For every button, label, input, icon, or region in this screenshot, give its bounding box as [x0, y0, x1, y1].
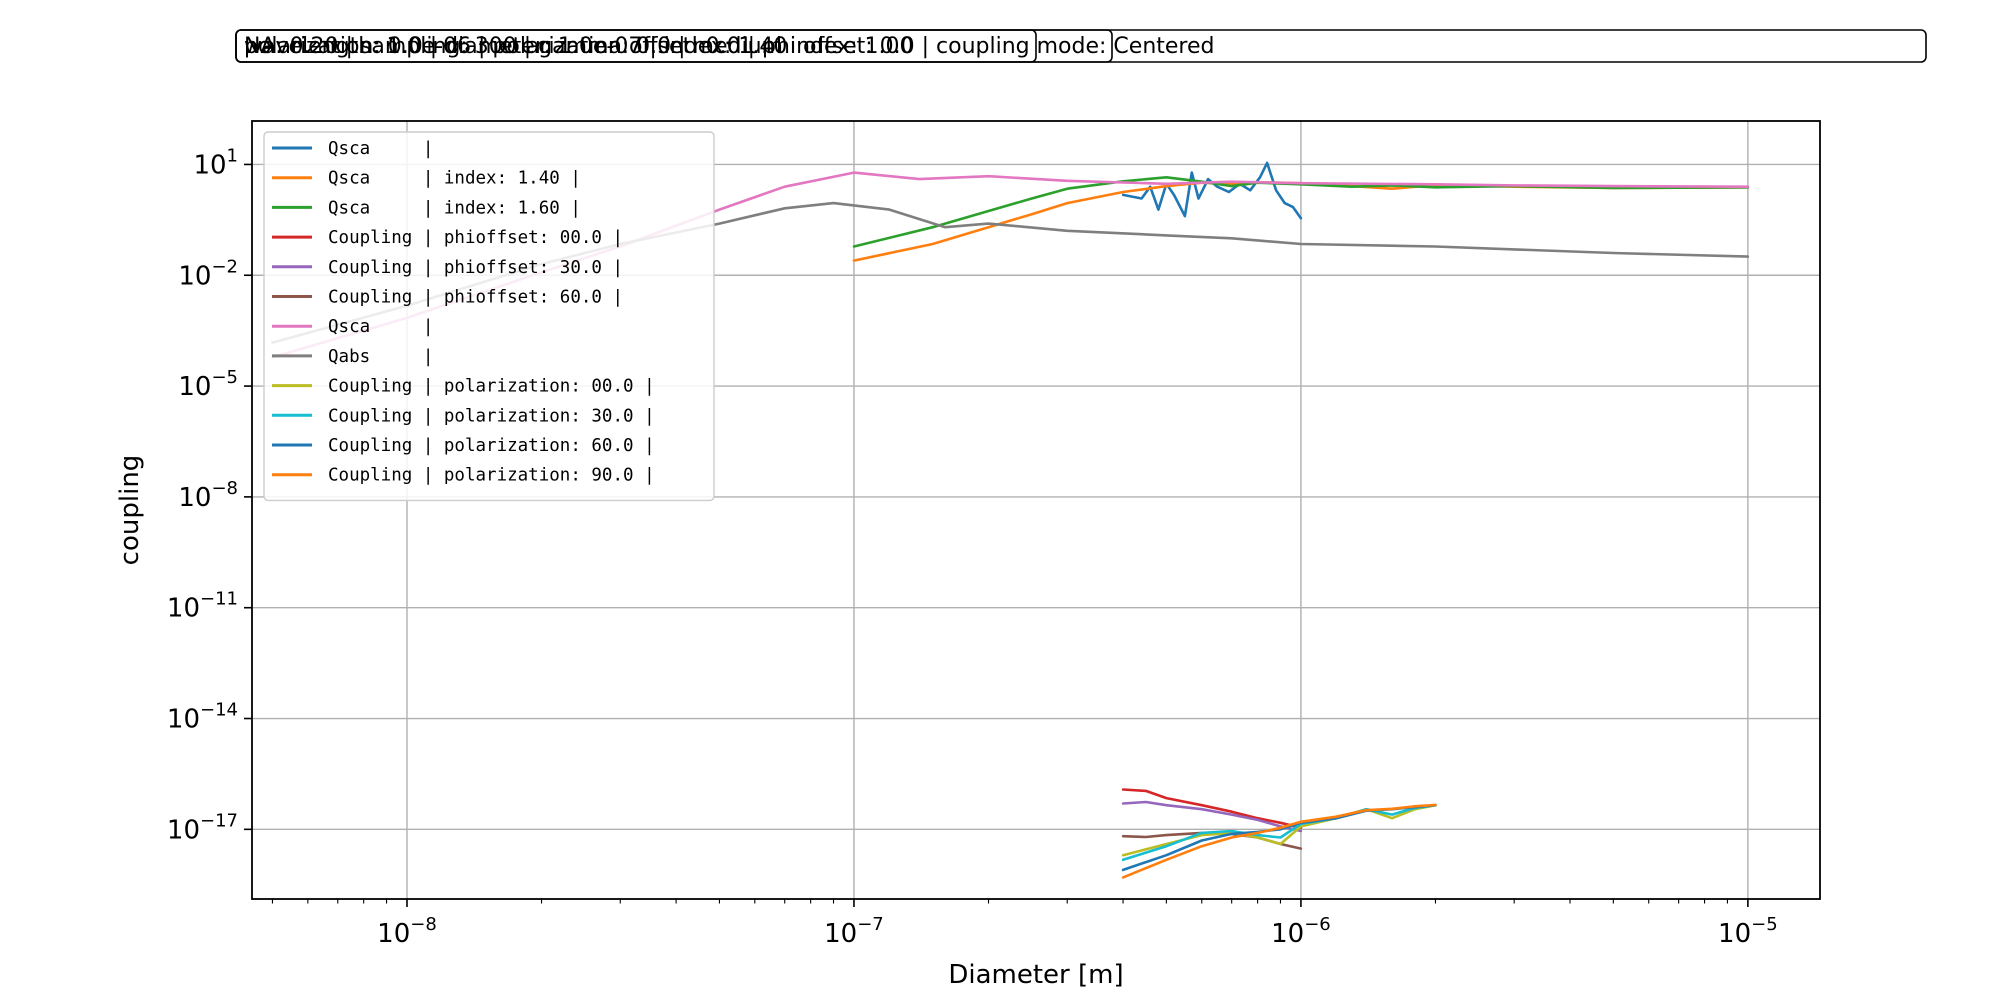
y-tick-label: 10−14 [167, 700, 238, 735]
legend-entry: Coupling | phioffset: 00.0 | [328, 228, 623, 248]
legend-entry: Qsca | [328, 317, 433, 337]
header-box-text: polarization: 0.0 | diameter: 1.0e-07 | … [244, 34, 787, 59]
legend-entry: Qsca | index: 1.40 | [328, 169, 581, 189]
x-tick-label: 10−8 [377, 914, 437, 949]
x-tick-label: 10−5 [1718, 914, 1778, 949]
y-axis-ticks: 101 10−2 10−5 10−8 10−11 10−14 10−17 [167, 145, 252, 845]
x-axis-label: Diameter [m] [948, 960, 1123, 990]
series-line [1121, 803, 1437, 862]
legend-entry: Qabs | [328, 347, 433, 367]
series-line [1121, 803, 1437, 879]
y-tick-label: 10−8 [178, 478, 238, 513]
x-axis-ticks: 10−8 10−7 10−6 10−5 [271, 899, 1778, 949]
y-tick-label: 101 [193, 145, 238, 180]
legend-entry: Qsca | index: 1.60 | [328, 198, 581, 218]
legend-entry: Coupling | polarization: 60.0 | [328, 436, 655, 456]
legend-entry: Coupling | phioffset: 30.0 | [328, 258, 623, 278]
legend-entry: Coupling | polarization: 30.0 | [328, 406, 655, 426]
series-line [1121, 800, 1303, 833]
header-info-boxes: wavelength: 1.0e-06 | polarization: 0.0 … [235, 29, 1927, 63]
header-box [235, 29, 1113, 63]
legend-entry: Coupling | polarization: 00.0 | [328, 377, 655, 397]
y-tick-label: 10−11 [167, 589, 238, 624]
y-axis-label: coupling [115, 455, 145, 566]
header-box-text: NA: 0.20 | sampling: 300 | gamma offset:… [244, 34, 1214, 59]
legend-entry: Coupling | phioffset: 60.0 | [328, 288, 623, 308]
x-tick-label: 10−7 [824, 914, 884, 949]
series-line [1121, 788, 1303, 830]
y-tick-label: 10−2 [178, 256, 238, 291]
legend-entry: Coupling | polarization: 90.0 | [328, 466, 655, 486]
plot-frame [251, 120, 1821, 900]
legend-entry: Qsca | [328, 139, 433, 159]
x-tick-label: 10−6 [1271, 914, 1331, 949]
series-line [1121, 803, 1437, 857]
legend-frame [263, 131, 715, 502]
y-tick-label: 10−5 [178, 367, 238, 402]
legend: Qsca | Qsca | index: 1.40 | Qsca | index: … [263, 131, 715, 502]
y-tick-label: 10−17 [167, 810, 238, 845]
series-line [852, 176, 1750, 248]
header-box-text: wavelength: 1.0e-06 | polarization: 0.0 … [244, 34, 914, 59]
